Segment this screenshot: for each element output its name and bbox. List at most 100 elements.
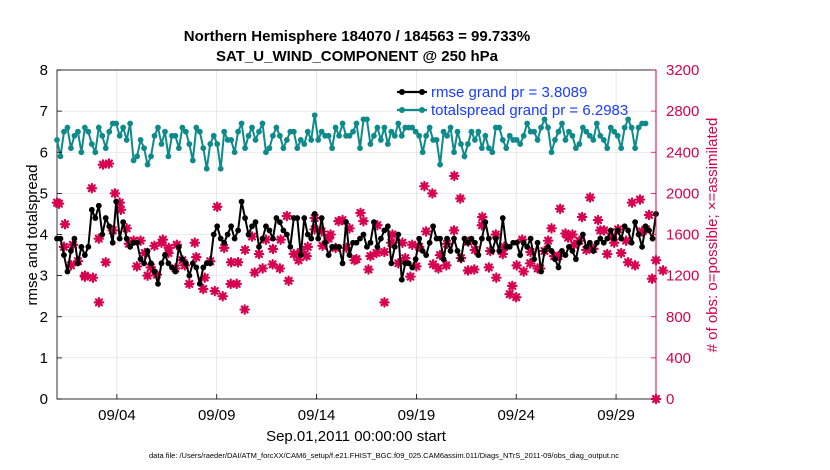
spread-point [377,137,384,143]
spread-point [113,120,120,127]
spread-point [548,149,555,156]
spread-point [524,120,531,127]
spread-point [203,165,210,172]
spread-point [367,141,374,147]
obs-point [387,229,398,240]
y-axis-label-right: # of obs: o=possible; ×=assimilated [704,118,721,353]
spread-point [440,128,447,135]
spread-point [465,141,471,147]
obs-point [448,225,460,236]
spread-point [475,128,482,135]
spread-point [461,153,468,160]
spread-point [412,128,419,135]
spread-point [120,124,127,131]
rmse-point [137,256,144,263]
rmse-point [127,243,134,250]
spread-point [179,124,186,131]
spread-point [336,132,342,139]
spread-point [618,145,625,152]
obs-point [231,278,242,290]
obs-point [506,280,518,292]
spread-point [607,124,614,131]
rmse-point [325,252,332,258]
rmse-point [311,211,318,217]
rmse-point [600,239,607,246]
spread-point [196,128,203,135]
rmse-point [632,219,639,226]
spread-point [85,128,92,135]
obs-point [232,256,244,268]
rmse-point [193,264,200,271]
spread-point [155,124,161,131]
spread-point [339,120,346,127]
spread-point [294,145,301,152]
x-axis-label: Sep.01,2011 00:00:00 start [266,428,447,445]
rmse-point [447,248,454,254]
spread-point [552,137,558,143]
spread-point [217,165,224,172]
right-tick-label: 800 [666,309,691,326]
spread-point [172,132,179,139]
obs-point [441,260,452,271]
spread-point [249,124,255,131]
rmse-point [635,231,642,238]
rmse-point [517,252,524,258]
rmse-point [569,248,576,254]
spread-point [304,128,311,135]
spread-point [242,145,248,152]
spread-point [283,137,290,143]
obs-point [469,264,480,275]
rmse-point [607,227,614,234]
rmse-point [116,235,123,242]
rmse-point [346,252,353,258]
rmse-point [339,260,346,267]
obs-point [449,170,460,182]
right-tick-label: 2000 [666,185,699,202]
rmse-point [297,252,304,258]
rmse-point [468,235,475,242]
rmse-point [162,252,168,258]
spread-point [579,124,586,131]
spread-point [583,128,590,135]
obs-point [349,254,360,266]
rmse-point [423,252,430,258]
rmse-point [538,268,544,275]
rmse-point [336,243,342,250]
spread-point [628,124,635,131]
spread-point [270,132,276,139]
left-tick-label: 4 [40,227,48,244]
footnote: data file: /Users/raeder/DAI/ATM_forcXX/… [149,451,619,460]
spread-point [423,132,430,139]
rmse-point [102,215,109,221]
rmse-point [395,231,402,238]
chart-title-line1: Northern Hemisphere 184070 / 184563 = 99… [184,28,530,45]
rmse-point [527,235,534,242]
x-tick-label: 09/24 [497,407,535,424]
rmse-point [175,243,182,250]
obs-point [355,207,366,219]
rmse-point [458,256,464,263]
spread-point [586,132,593,139]
rmse-point [182,260,189,267]
rmse-point [95,202,102,209]
obs-point [267,259,278,270]
rmse-point [573,256,579,263]
spread-point [458,141,464,147]
rmse-point [259,235,266,242]
obs-point [301,250,312,262]
spread-point [273,124,280,131]
spread-point [259,120,266,127]
rmse-point [649,235,656,242]
rmse-point [74,260,81,267]
obs-point [288,248,300,260]
obs-point [142,270,153,281]
obs-point [59,218,71,230]
obs-point [239,244,251,256]
spread-point [489,149,496,156]
obs-point [211,201,223,213]
spread-point [290,128,297,135]
obs-point [267,243,279,255]
rmse-point [384,223,391,230]
spread-point [388,128,395,135]
spread-point [54,137,60,143]
